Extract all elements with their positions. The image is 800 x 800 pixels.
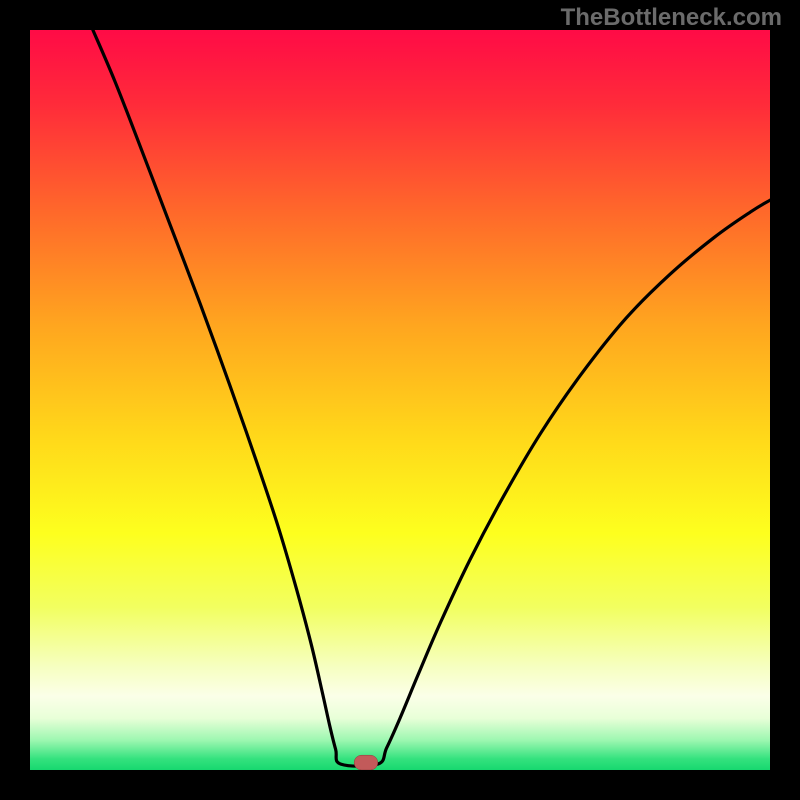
bottleneck-chart xyxy=(30,30,770,770)
plot-frame xyxy=(30,30,770,770)
gradient-background xyxy=(30,30,770,770)
minimum-marker xyxy=(354,755,378,770)
watermark-text: TheBottleneck.com xyxy=(561,4,782,32)
